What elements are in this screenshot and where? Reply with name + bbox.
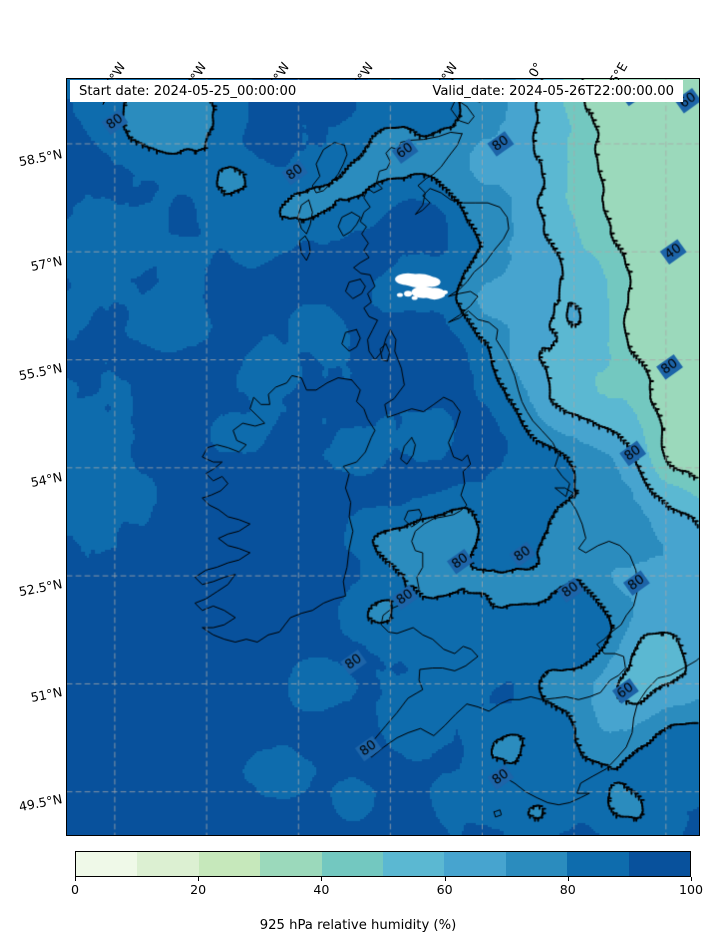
colorbar-swatch-2: [198, 852, 261, 876]
map-plot-area[interactable]: [66, 78, 700, 836]
colorbar-swatch-7: [505, 852, 568, 876]
colorbar-tick-label-3: 60: [436, 882, 453, 897]
colorbar-tick-label-5: 100: [678, 882, 704, 897]
colorbar[interactable]: [75, 851, 691, 877]
lat-tick-0: 58.5°N: [17, 146, 64, 170]
colorbar-tick-0: [75, 877, 77, 881]
lat-tick-5: 51°N: [29, 684, 64, 705]
colorbar-tick-2: [321, 877, 323, 881]
colorbar-swatch-9: [628, 852, 690, 876]
colorbar-swatch-8: [567, 852, 629, 876]
colorbar-tick-3: [444, 877, 446, 881]
colorbar-swatch-1: [137, 852, 199, 876]
colorbar-tick-label-2: 40: [313, 882, 330, 897]
colorbar-tick-label-4: 80: [559, 882, 576, 897]
start-date-label: Start date: 2024-05-25_00:00:00: [79, 83, 297, 99]
colorbar-swatch-6: [444, 852, 506, 876]
colorbar-tick-5: [691, 877, 693, 881]
relative-humidity-contour-map: [67, 79, 699, 835]
colorbar-tick-4: [567, 877, 569, 881]
colorbar-tick-1: [198, 877, 200, 881]
colorbar-tick-label-1: 20: [190, 882, 207, 897]
colorbar-swatch-4: [321, 852, 384, 876]
title-bar: Start date: 2024-05-25_00:00:00 Valid_da…: [70, 80, 683, 102]
lat-tick-3: 54°N: [29, 469, 64, 490]
lat-tick-6: 49.5°N: [17, 791, 64, 815]
lat-tick-2: 55.5°N: [17, 360, 64, 384]
lat-tick-1: 57°N: [29, 253, 64, 274]
lat-tick-4: 52.5°N: [17, 576, 64, 600]
colorbar-swatch-3: [260, 852, 322, 876]
valid-date-label: Valid_date: 2024-05-26T22:00:00.00: [432, 83, 674, 99]
colorbar-title: 925 hPa relative humidity (%): [259, 918, 457, 933]
colorbar-tick-label-0: 0: [70, 882, 80, 897]
colorbar-swatch-5: [383, 852, 445, 876]
colorbar-swatch-0: [76, 852, 138, 876]
